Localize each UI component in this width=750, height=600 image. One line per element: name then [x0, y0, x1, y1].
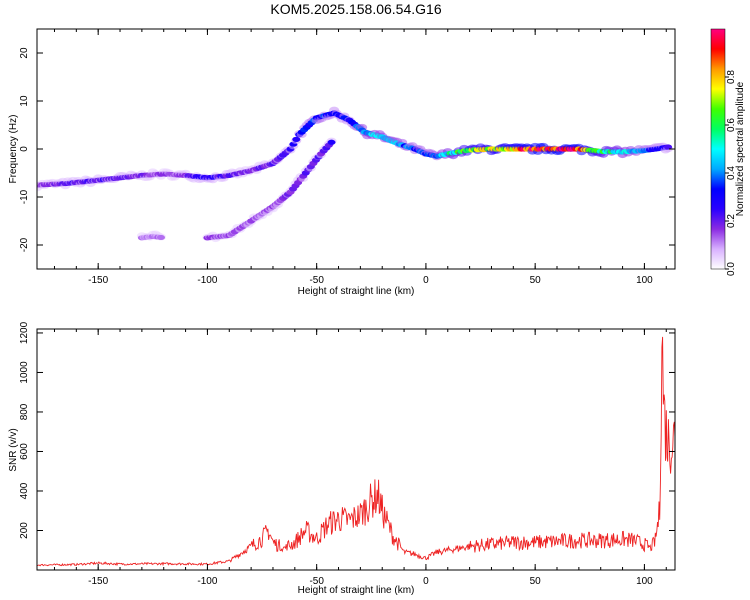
- snr-y-tick-label: 600: [19, 443, 30, 460]
- colorbar-gradient: [710, 28, 726, 270]
- colorbar-label: Normalized spectral amplitude: [735, 81, 746, 216]
- snr-frame: [36, 328, 676, 571]
- snr-x-label: Height of straight line (km): [298, 585, 415, 596]
- snr-x-tick-label: -100: [197, 576, 217, 587]
- spectrogram-cell: [327, 139, 336, 145]
- snr-x-tick-label: 50: [530, 576, 542, 587]
- colorbar-tick-label: 0.2: [726, 214, 737, 228]
- spectrogram-x-tick-label: 100: [636, 275, 653, 286]
- spectrogram-y-tick-label: -20: [19, 237, 30, 252]
- spectrogram-y-axis: -20 -10 0 10 20: [19, 47, 675, 252]
- snr-y-tick-label: 800: [19, 403, 30, 420]
- snr-series-line: [37, 336, 675, 567]
- spectrogram-y-tick-label: -10: [19, 189, 30, 204]
- spectrogram-x-axis: -150 -100 -50 0 50 100: [53, 29, 667, 286]
- spectrogram-x-tick-label: 50: [530, 275, 542, 286]
- spectrogram-x-label: Height of straight line (km): [298, 286, 415, 297]
- figure-title: KOM5.2025.158.06.54.G16: [270, 1, 441, 17]
- snr-y-tick-label: 1200: [19, 321, 30, 344]
- snr-y-tick-label: 400: [19, 482, 30, 499]
- snr-x-axis: -150 -100 -50 0 50 100: [53, 329, 667, 587]
- spectrogram-x-tick-label: -100: [197, 275, 217, 286]
- snr-y-axis: 200 400 600 800 1000 1200: [19, 321, 675, 539]
- spectrogram-x-tick-label: -50: [309, 275, 324, 286]
- snr-plot-area: [37, 329, 675, 570]
- spectrogram-y-tick-label: 20: [19, 47, 30, 59]
- snr-y-tick-label: 200: [19, 522, 30, 539]
- spectrogram-marks: [37, 106, 674, 243]
- spectrogram-x-tick-label: 0: [423, 275, 429, 286]
- colorbar-tick-label: 0.6: [726, 118, 737, 132]
- colorbar-ticks: 0.0 0.2 0.4 0.6 0.8: [725, 70, 737, 276]
- snr-x-tick-label: -50: [309, 576, 324, 587]
- snr-x-tick-label: 0: [423, 576, 429, 587]
- spectrogram-y-tick-label: 10: [19, 95, 30, 107]
- colorbar-tick-label: 0.8: [726, 70, 737, 84]
- snr-x-tick-label: -150: [88, 576, 108, 587]
- colorbar: 0.0 0.2 0.4 0.6 0.8 Normalized spectral ampl…: [710, 28, 746, 276]
- snr-y-tick-label: 1000: [19, 361, 30, 384]
- snr-panel: -150 -100 -50 0 50 100 200 400 600 800 1000 1200 H…: [8, 321, 676, 596]
- spectrogram-y-label: Frequency (Hz): [8, 115, 19, 184]
- spectrogram-cell: [292, 136, 301, 142]
- spectrogram-cell: [156, 234, 165, 241]
- colorbar-tick-label: 0.0: [726, 262, 737, 276]
- spectrogram-cell: [664, 144, 673, 150]
- snr-x-tick-label: 100: [636, 576, 653, 587]
- snr-y-label: SNR (v/v): [8, 428, 19, 471]
- spectrogram-y-tick-label: 0: [19, 146, 30, 152]
- spectrogram-x-tick-label: -150: [88, 275, 108, 286]
- colorbar-tick-label: 0.4: [726, 166, 737, 180]
